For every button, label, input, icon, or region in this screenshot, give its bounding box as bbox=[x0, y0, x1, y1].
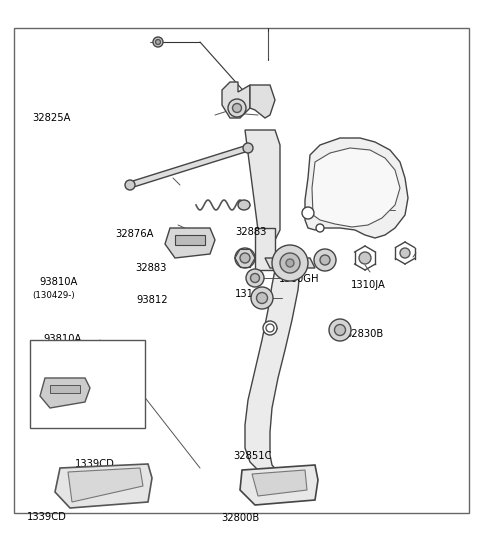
Circle shape bbox=[153, 37, 163, 47]
Polygon shape bbox=[129, 145, 249, 188]
Circle shape bbox=[316, 224, 324, 232]
Circle shape bbox=[235, 248, 255, 268]
Circle shape bbox=[359, 252, 371, 264]
Polygon shape bbox=[165, 228, 215, 258]
Bar bbox=[30, 340, 145, 428]
Circle shape bbox=[400, 248, 410, 258]
Text: 32883: 32883 bbox=[235, 227, 266, 237]
Text: (130429-): (130429-) bbox=[33, 292, 75, 300]
Bar bbox=[14, 28, 469, 513]
Text: 32830B: 32830B bbox=[346, 329, 384, 339]
Polygon shape bbox=[255, 228, 275, 270]
Circle shape bbox=[314, 249, 336, 271]
Polygon shape bbox=[245, 270, 308, 478]
Text: 1311FA: 1311FA bbox=[235, 289, 272, 299]
Circle shape bbox=[267, 325, 273, 331]
Circle shape bbox=[272, 245, 308, 281]
Text: 93812: 93812 bbox=[137, 295, 168, 305]
Circle shape bbox=[156, 39, 160, 44]
Circle shape bbox=[266, 324, 274, 332]
Circle shape bbox=[320, 255, 330, 265]
Text: 32815: 32815 bbox=[94, 368, 125, 377]
Text: 1360GH: 1360GH bbox=[278, 274, 319, 284]
Circle shape bbox=[243, 143, 253, 153]
Polygon shape bbox=[245, 130, 280, 245]
Polygon shape bbox=[175, 235, 205, 245]
Polygon shape bbox=[240, 465, 318, 505]
Circle shape bbox=[232, 104, 241, 112]
Circle shape bbox=[251, 287, 273, 309]
Polygon shape bbox=[305, 138, 408, 238]
Text: 32876A: 32876A bbox=[115, 229, 154, 239]
Text: 1339CD: 1339CD bbox=[26, 512, 66, 522]
Polygon shape bbox=[265, 258, 315, 268]
Text: 1339CD: 1339CD bbox=[74, 460, 114, 469]
Polygon shape bbox=[68, 468, 143, 502]
Polygon shape bbox=[250, 85, 275, 118]
Text: 32851C: 32851C bbox=[233, 451, 271, 461]
Text: 93810A: 93810A bbox=[39, 277, 78, 287]
Polygon shape bbox=[312, 148, 400, 227]
Circle shape bbox=[335, 325, 346, 335]
Polygon shape bbox=[252, 470, 307, 496]
Circle shape bbox=[256, 293, 267, 303]
Circle shape bbox=[251, 273, 260, 282]
Circle shape bbox=[329, 319, 351, 341]
Text: 1310JA: 1310JA bbox=[350, 280, 385, 290]
Circle shape bbox=[302, 207, 314, 219]
Polygon shape bbox=[222, 82, 250, 118]
Circle shape bbox=[280, 253, 300, 273]
Circle shape bbox=[228, 99, 246, 117]
Circle shape bbox=[246, 269, 264, 287]
Text: 32883: 32883 bbox=[135, 264, 167, 273]
Circle shape bbox=[240, 253, 250, 263]
Polygon shape bbox=[55, 464, 152, 508]
Text: 32800B: 32800B bbox=[221, 514, 259, 523]
Text: 32825A: 32825A bbox=[33, 113, 71, 123]
Text: 32881C: 32881C bbox=[50, 419, 89, 429]
Polygon shape bbox=[50, 385, 80, 393]
Circle shape bbox=[286, 259, 294, 267]
Text: 93810A: 93810A bbox=[43, 334, 82, 344]
Ellipse shape bbox=[238, 200, 250, 210]
Circle shape bbox=[125, 180, 135, 190]
Polygon shape bbox=[40, 378, 90, 408]
Circle shape bbox=[263, 321, 277, 335]
